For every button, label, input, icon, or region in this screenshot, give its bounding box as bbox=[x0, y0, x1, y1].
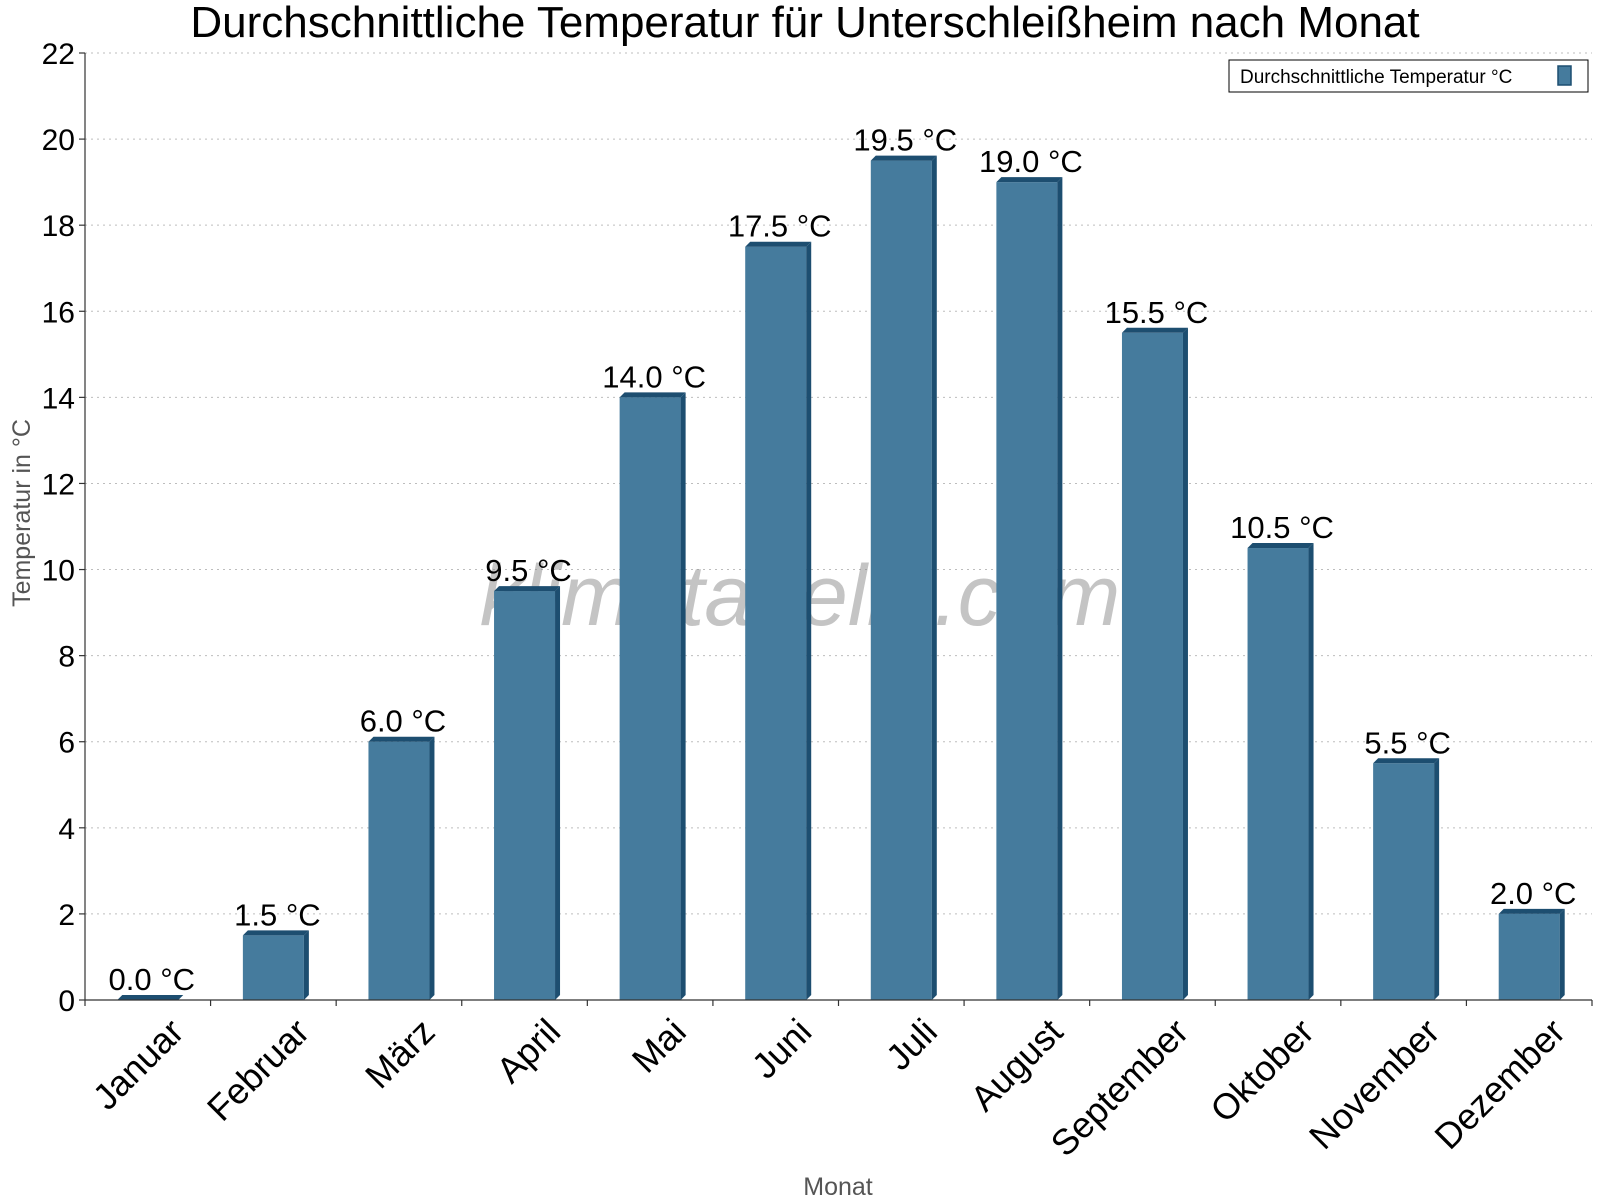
x-category-label: August bbox=[962, 1011, 1070, 1119]
legend-label: Durchschnittliche Temperatur °C bbox=[1240, 67, 1512, 88]
bar-data-label: 9.5 °C bbox=[485, 553, 572, 588]
bar-top bbox=[368, 736, 435, 742]
x-category-label: Dezember bbox=[1426, 1011, 1572, 1157]
x-category-label: Februar bbox=[199, 1011, 317, 1129]
bar bbox=[870, 155, 937, 1000]
y-axis-title: Temperatur in °C bbox=[8, 419, 36, 607]
bar-top bbox=[494, 586, 561, 592]
bar bbox=[1247, 543, 1314, 1000]
bar-data-label: 2.0 °C bbox=[1490, 876, 1577, 911]
bar-front bbox=[368, 741, 430, 1000]
bar-front bbox=[494, 591, 556, 1000]
bar-front bbox=[619, 397, 681, 1000]
data-labels: 0.0 °C 1.5 °C 6.0 °C 9.5 °C 14.0 °C 17.5 °C 19… bbox=[109, 123, 1577, 997]
bar-front bbox=[1121, 332, 1183, 1001]
bar-front bbox=[996, 182, 1058, 1001]
bar-top bbox=[117, 995, 184, 1000]
bar-side bbox=[806, 241, 812, 1001]
bar-top bbox=[996, 177, 1063, 183]
y-tick-label: 14 bbox=[42, 382, 75, 415]
bar-top bbox=[1247, 543, 1314, 549]
y-tick-label: 6 bbox=[58, 727, 75, 760]
x-category-label: Januar bbox=[85, 1011, 192, 1118]
bar bbox=[368, 736, 435, 1000]
bar bbox=[242, 930, 309, 1000]
x-axis-title: Monat bbox=[803, 1173, 873, 1200]
bar-front bbox=[1247, 548, 1309, 1000]
bar-top bbox=[870, 155, 937, 161]
bar bbox=[1373, 758, 1440, 1000]
x-axis-ticks: Januar Februar März April Mai Juni Juli AugustS… bbox=[84, 1000, 1593, 1165]
bar-top bbox=[242, 930, 309, 936]
y-tick-label: 16 bbox=[42, 296, 75, 329]
x-category-label: September bbox=[1043, 1011, 1197, 1165]
y-axis-ticks: 0 2 4 6 8 10 12 14 16 18 20 22 bbox=[42, 38, 85, 1018]
bar-data-label: 19.5 °C bbox=[853, 123, 957, 158]
bar-front bbox=[870, 160, 932, 1000]
bar-front bbox=[745, 246, 807, 1001]
bar-front bbox=[1373, 763, 1435, 1000]
bar-data-label: 17.5 °C bbox=[728, 209, 832, 244]
bar-side bbox=[429, 736, 435, 1000]
legend: Durchschnittliche Temperatur °C bbox=[1228, 59, 1589, 93]
bar-data-label: 5.5 °C bbox=[1364, 725, 1451, 760]
x-category-label: Juli bbox=[878, 1011, 945, 1078]
bar-data-label: 0.0 °C bbox=[109, 962, 196, 997]
x-category-label: Mai bbox=[624, 1011, 694, 1081]
x-category-label: Oktober bbox=[1202, 1011, 1322, 1131]
bar bbox=[1121, 327, 1188, 1001]
bar bbox=[745, 241, 812, 1001]
bar-data-label: 14.0 °C bbox=[602, 359, 706, 394]
bar-side bbox=[931, 155, 937, 1000]
y-tick-label: 2 bbox=[58, 899, 75, 932]
y-tick-label: 8 bbox=[58, 641, 75, 674]
bars bbox=[117, 155, 1565, 1001]
bar-data-label: 1.5 °C bbox=[234, 897, 321, 932]
bar-side bbox=[1182, 327, 1188, 1001]
bar bbox=[619, 392, 686, 1000]
bar bbox=[996, 177, 1063, 1001]
bar-top bbox=[1121, 327, 1188, 333]
bar-top bbox=[1498, 908, 1565, 914]
bar-data-label: 6.0 °C bbox=[360, 704, 447, 739]
x-category-label: April bbox=[488, 1011, 568, 1091]
bar bbox=[1498, 908, 1565, 1000]
legend-box bbox=[1228, 59, 1589, 93]
bar-data-label: 10.5 °C bbox=[1230, 510, 1334, 545]
x-category-label: März bbox=[357, 1011, 443, 1097]
y-tick-label: 12 bbox=[42, 468, 75, 501]
y-tick-label: 22 bbox=[42, 38, 75, 71]
bar-front bbox=[1498, 913, 1560, 1000]
y-tick-label: 0 bbox=[58, 985, 75, 1018]
bar-side bbox=[1434, 758, 1440, 1000]
bar-front bbox=[242, 935, 304, 1000]
y-tick-label: 20 bbox=[42, 124, 75, 157]
x-category-label: November bbox=[1301, 1011, 1447, 1157]
bar-top bbox=[619, 392, 686, 398]
bar-data-label: 15.5 °C bbox=[1105, 295, 1209, 330]
bar-side bbox=[555, 586, 561, 1000]
bar-data-label: 19.0 °C bbox=[979, 144, 1083, 179]
grid-lines bbox=[85, 52, 1592, 915]
y-tick-label: 10 bbox=[42, 555, 75, 588]
legend-swatch bbox=[1557, 65, 1572, 86]
y-tick-label: 18 bbox=[42, 210, 75, 243]
bar-side bbox=[1559, 908, 1565, 1000]
bar bbox=[117, 995, 184, 1000]
bar bbox=[494, 586, 561, 1000]
bar-side bbox=[1308, 543, 1314, 1000]
bar-side bbox=[303, 930, 309, 1000]
bar-top bbox=[745, 241, 812, 247]
bar-side bbox=[680, 392, 686, 1000]
x-category-label: Juni bbox=[744, 1011, 820, 1087]
bar-side bbox=[1057, 177, 1063, 1001]
y-tick-label: 4 bbox=[58, 813, 75, 846]
chart-title: Durchschnittliche Temperatur für Untersc… bbox=[190, 0, 1419, 47]
bar-top bbox=[1373, 758, 1440, 764]
